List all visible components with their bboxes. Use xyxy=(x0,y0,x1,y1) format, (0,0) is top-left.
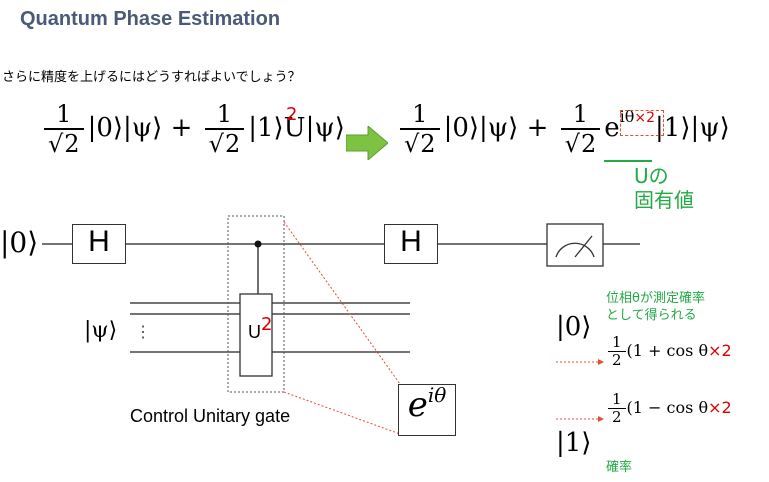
ket-zero-input: |0⟩ xyxy=(0,226,39,259)
fraction: 1 √2 xyxy=(44,100,84,158)
arrowhead-icon xyxy=(598,359,604,365)
control-unitary-box xyxy=(227,215,285,393)
hadamard-gate-2: H xyxy=(384,224,438,264)
phase-note: 位相θが測定確率 として得られる xyxy=(606,291,705,323)
exponent-highlight-box xyxy=(620,110,664,136)
meter-icon xyxy=(555,242,595,258)
right-arrow-icon xyxy=(346,126,388,160)
exponential-e: e xyxy=(604,113,620,143)
probability-0: 1 2 (1 + cos θ×2 xyxy=(608,334,732,369)
meter-needle-icon xyxy=(574,235,593,258)
state-term: |1⟩U|ψ⟩ xyxy=(248,113,345,143)
times-two-annotation: ×2 xyxy=(634,110,656,126)
control-unitary-label: Control Unitary gate xyxy=(130,406,291,426)
ellipsis-dots: ⋮ xyxy=(135,322,151,341)
ket-one-outcome: |1⟩ xyxy=(556,428,592,458)
fraction: 1 √2 xyxy=(400,100,440,158)
zoom-line xyxy=(283,221,401,385)
hadamard-gate-1: H xyxy=(72,224,126,264)
page-title: Quantum Phase Estimation xyxy=(20,8,281,30)
equation-left: 1 √2 |0⟩|ψ⟩ + 1 √2 |1⟩U|ψ⟩ xyxy=(40,100,345,158)
state-term: |0⟩|ψ⟩ xyxy=(87,113,163,143)
fraction: 1 √2 xyxy=(204,100,245,158)
plus-sign: + xyxy=(526,113,549,143)
circuit-diagram xyxy=(42,215,640,435)
eigenvalue-label: Uの 固有値 xyxy=(634,164,694,212)
psi-input: |ψ⟩ xyxy=(84,318,118,343)
arrowhead-icon xyxy=(598,416,604,422)
zoom-line xyxy=(283,391,401,435)
question-text: さらに精度を上げるにはどうすればよいでしょう？ xyxy=(2,70,301,85)
equation-right: 1 √2 |0⟩|ψ⟩ + 1 √2 eiθ×2|1⟩|ψ⟩ xyxy=(396,100,730,158)
phase-gate-box: eiθ xyxy=(398,383,456,436)
fraction: 1 √2 xyxy=(560,100,601,158)
exponent: iθ xyxy=(619,107,635,126)
u-gate-label: U2 xyxy=(248,314,273,342)
u-gate-box xyxy=(239,293,273,377)
eigenvalue-underline xyxy=(604,160,652,162)
state-term: |1⟩|ψ⟩ xyxy=(655,113,730,143)
probability-label: 確率 xyxy=(606,460,633,475)
plus-sign: + xyxy=(170,113,193,143)
ket-zero-outcome: |0⟩ xyxy=(556,312,592,342)
measurement-box xyxy=(546,223,604,267)
probability-1: 1 2 (1 − cos θ×2 xyxy=(608,391,732,426)
control-dot xyxy=(254,240,262,248)
exponent-annotation: 2 xyxy=(286,104,298,125)
state-term: |0⟩|ψ⟩ xyxy=(443,113,519,143)
